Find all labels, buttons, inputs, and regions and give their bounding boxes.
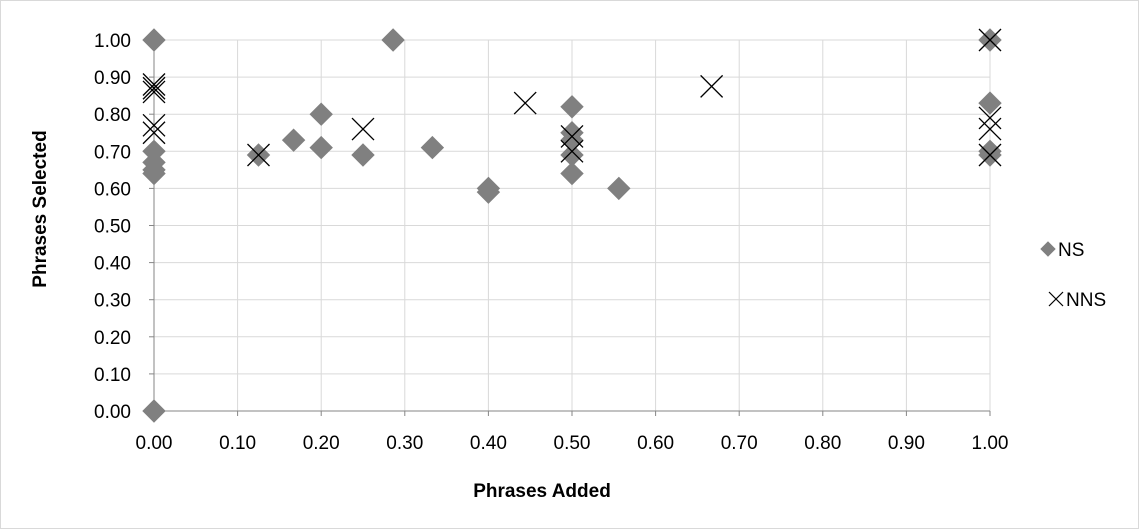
legend-marker-ns: [1040, 241, 1056, 257]
data-point-ns: [381, 28, 405, 52]
data-point-ns: [607, 176, 631, 201]
y-tick-label: 0.40: [94, 254, 131, 275]
x-tick-label: 0.20: [303, 433, 340, 454]
x-tick-label: 0.40: [470, 433, 507, 454]
data-point-ns: [476, 180, 501, 204]
data-point-ns: [142, 28, 166, 52]
data-point-nns: [700, 74, 724, 98]
legend-label: NS: [1058, 240, 1084, 261]
data-point-ns: [281, 128, 306, 152]
y-tick-label: 0.10: [94, 365, 131, 386]
y-tick-label: 0.60: [94, 179, 131, 200]
legend: NS NNS: [1040, 240, 1106, 311]
x-tick-label: 0.80: [804, 433, 841, 454]
y-tick-label: 0.80: [94, 105, 131, 126]
y-tick-label: 0.20: [94, 328, 131, 349]
data-point-nns: [142, 76, 166, 100]
data-point-nns: [142, 121, 166, 145]
data-point-ns: [309, 102, 333, 126]
data-point-nns: [978, 117, 1002, 141]
x-tick-label: 0.50: [554, 433, 591, 454]
y-axis-title: Phrases Selected: [30, 130, 51, 287]
legend-item-nns: NNS: [1048, 290, 1106, 311]
legend-marker-nns: [1048, 291, 1064, 307]
data-point-nns: [142, 113, 166, 137]
y-tick-label: 0.30: [94, 291, 131, 312]
data-point-nns: [560, 139, 584, 163]
series-nns: [142, 28, 1002, 167]
x-tick-label: 0.00: [136, 433, 173, 454]
data-point-nns: [978, 143, 1002, 167]
x-tick-label: 0.30: [386, 433, 423, 454]
data-point-ns: [560, 161, 584, 186]
y-tick-label: 0.50: [94, 217, 131, 238]
data-point-ns: [420, 135, 445, 160]
x-axis-title: Phrases Added: [473, 481, 611, 502]
data-point-nns: [978, 106, 1002, 130]
data-point-ns: [142, 161, 166, 186]
y-tick-label: 1.00: [94, 31, 131, 52]
y-tick-label: 0.70: [94, 142, 131, 163]
x-tick-label: 0.60: [637, 433, 674, 454]
data-point-ns: [560, 95, 584, 119]
data-point-ns: [351, 143, 375, 167]
x-tick-label: 1.00: [972, 433, 1009, 454]
data-point-nns: [247, 143, 270, 167]
tick-labels: 0.00 0.10 0.20 0.30 0.40 0.50 0.60 0.70 0.80 0.90…: [94, 31, 1008, 454]
data-point-nns: [142, 80, 166, 104]
legend-item-ns: NS: [1040, 240, 1084, 261]
x-tick-label: 0.10: [219, 433, 256, 454]
data-point-nns: [351, 117, 375, 141]
y-tick-label: 0.00: [94, 402, 131, 423]
data-point-ns: [142, 399, 166, 423]
x-tick-label: 0.90: [888, 433, 925, 454]
x-tick-label: 0.70: [721, 433, 758, 454]
data-point-nns: [978, 28, 1002, 52]
data-point-ns: [309, 135, 333, 160]
data-point-nns: [513, 91, 537, 115]
data-point-ns: [978, 91, 1002, 115]
legend-label: NNS: [1066, 290, 1106, 311]
y-tick-label: 0.90: [94, 68, 131, 89]
data-point-nns: [142, 73, 166, 96]
data-series: [142, 28, 1002, 423]
